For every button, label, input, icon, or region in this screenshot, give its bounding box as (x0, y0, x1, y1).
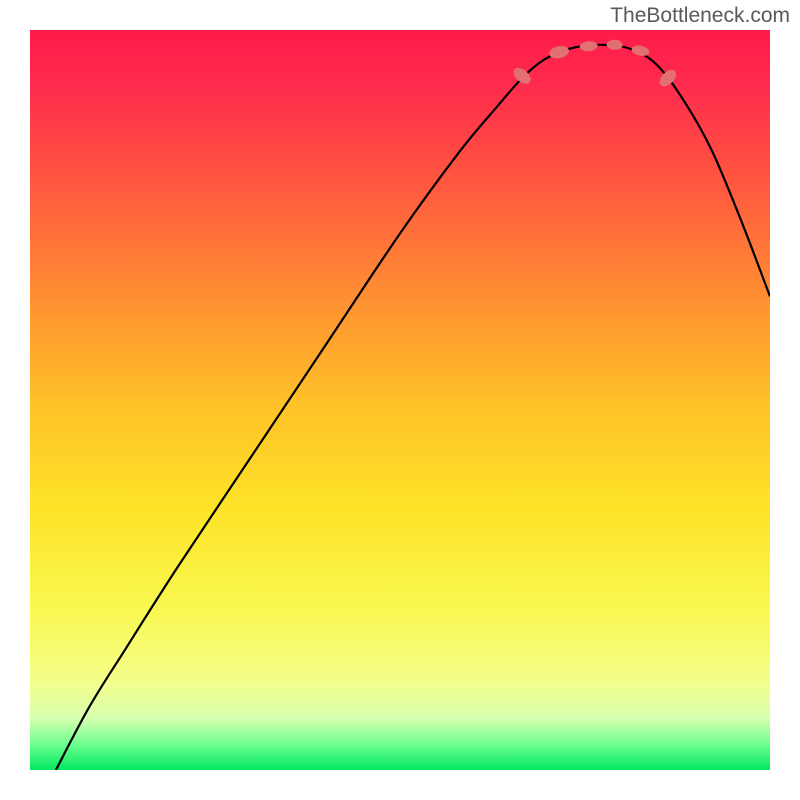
chart-area (30, 30, 770, 770)
watermark-text: TheBottleneck.com (610, 4, 790, 28)
marker-dot (657, 67, 680, 90)
marker-dot (548, 44, 570, 60)
optimal-markers (30, 30, 770, 770)
marker-dot (579, 41, 598, 52)
marker-dot (631, 44, 651, 58)
chart-container: TheBottleneck.com (0, 0, 800, 800)
marker-dot (511, 65, 534, 87)
marker-dot (606, 40, 622, 51)
